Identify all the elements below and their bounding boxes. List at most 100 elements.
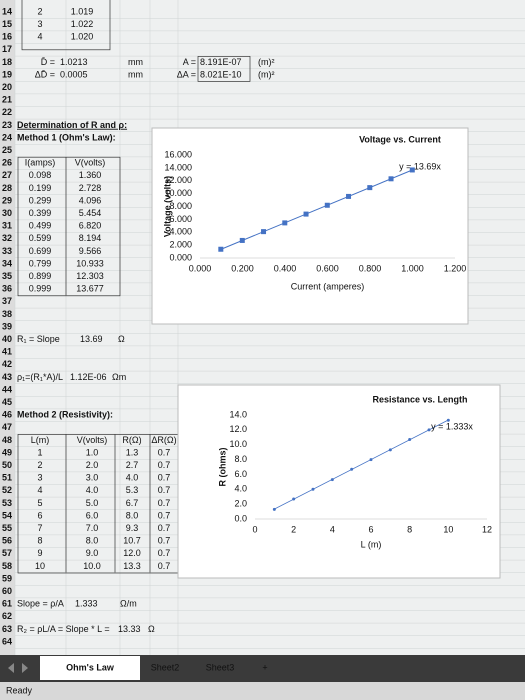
row-number: 47 <box>2 422 12 432</box>
y-tick-label: 6.000 <box>169 214 192 224</box>
row-number: 49 <box>2 447 12 457</box>
cell: 6.7 <box>126 498 139 508</box>
cell: 0.199 <box>29 183 52 193</box>
row-header-column <box>0 0 15 655</box>
row-number: 55 <box>2 523 12 533</box>
sheet-tab: + <box>262 662 267 672</box>
cell: 10 <box>35 561 45 571</box>
x-tick-label: 2 <box>291 524 296 534</box>
cell: (m)² <box>258 57 275 67</box>
cell: 6 <box>37 510 42 520</box>
cell: A = <box>183 57 196 67</box>
cell: 4 <box>37 32 42 42</box>
cell: 4.0 <box>86 485 99 495</box>
cell: 0.899 <box>29 271 52 281</box>
x-tick-label: 12 <box>482 524 492 534</box>
trendline-label: y = 1.333x <box>431 421 473 431</box>
cell: ΔD̄ = <box>35 69 55 79</box>
row-number: 53 <box>2 498 12 508</box>
cell: 0.599 <box>29 233 52 243</box>
cell: Ω <box>148 624 155 634</box>
row-number: 20 <box>2 82 12 92</box>
y-tick-label: 12.000 <box>164 175 192 185</box>
data-point <box>261 229 267 235</box>
row-number: 27 <box>2 170 12 180</box>
y-tick-label: 8.0 <box>234 454 247 464</box>
cell: 13.677 <box>76 284 104 294</box>
column-header: V(volts) <box>77 435 108 445</box>
data-point <box>324 202 330 208</box>
row-number: 56 <box>2 536 12 546</box>
row-number: 31 <box>2 221 12 231</box>
cell: Slope = ρ/A <box>17 599 64 609</box>
x-axis-label: L (m) <box>361 539 382 549</box>
cell: 4.096 <box>79 195 102 205</box>
active-tab[interactable] <box>40 656 140 680</box>
cell: 3 <box>37 19 42 29</box>
cell: 6.820 <box>79 221 102 231</box>
status-bar <box>0 682 525 700</box>
cell: 0.499 <box>29 221 52 231</box>
cell: 0.799 <box>29 258 52 268</box>
row-number: 43 <box>2 372 12 382</box>
column-header: ΔR(Ω) <box>151 435 176 445</box>
x-tick-label: 1.200 <box>444 263 467 273</box>
data-point <box>408 438 412 442</box>
data-point <box>427 428 431 432</box>
trendline <box>220 169 413 250</box>
x-tick-label: 0.000 <box>189 263 212 273</box>
chart-title: Voltage vs. Current <box>359 134 441 144</box>
cell: 1.020 <box>71 32 94 42</box>
cell: 3.0 <box>86 473 99 483</box>
tab-scroll-arrows[interactable] <box>8 663 28 673</box>
x-axis-label: Current (amperes) <box>291 281 365 291</box>
cell: 0.7 <box>158 447 171 457</box>
y-tick-label: 12.0 <box>229 424 247 434</box>
cell-heading: Method 1 (Ohm's Law): <box>17 132 116 142</box>
column-header: L(m) <box>31 435 50 445</box>
y-tick-label: 0.0 <box>234 513 247 523</box>
row-number: 24 <box>2 132 12 142</box>
row-number: 54 <box>2 510 12 520</box>
cell: 1.12E-06 <box>70 372 107 382</box>
sheet-tab: Sheet3 <box>206 662 235 672</box>
row-number: 38 <box>2 309 12 319</box>
cell: 0.7 <box>158 485 171 495</box>
cell: (m)² <box>258 69 275 79</box>
x-tick-label: 10 <box>443 524 453 534</box>
cell: ρ₁=(R₁*A)/L <box>17 372 63 382</box>
row-number: 57 <box>2 548 12 558</box>
row-number: 40 <box>2 334 12 344</box>
cell: 5 <box>37 498 42 508</box>
row-number: 61 <box>2 599 12 609</box>
row-number: 23 <box>2 120 12 130</box>
status-text: Ready <box>6 685 33 695</box>
cell: 5.3 <box>126 485 139 495</box>
cell: 8.191E-07 <box>200 57 242 67</box>
cell: D̄ = <box>41 57 55 67</box>
trendline-label: y = 13.69x <box>399 161 441 171</box>
row-number: 58 <box>2 561 12 571</box>
cell: 1.360 <box>79 170 102 180</box>
y-tick-label: 8.000 <box>169 201 192 211</box>
row-number: 33 <box>2 246 12 256</box>
data-point <box>311 487 315 491</box>
cell: ΔA = <box>177 69 196 79</box>
cell: 0.7 <box>158 473 171 483</box>
cell: 0.7 <box>158 548 171 558</box>
cell: 0.999 <box>29 284 52 294</box>
row-number: 19 <box>2 69 12 79</box>
data-point <box>346 193 352 199</box>
cell: 8.021E-10 <box>200 69 242 79</box>
chart-title: Resistance vs. Length <box>372 394 467 404</box>
y-tick-label: 10.000 <box>164 188 192 198</box>
cell: 12.303 <box>76 271 104 281</box>
x-tick-label: 4 <box>330 524 335 534</box>
row-number: 15 <box>2 19 12 29</box>
row-number: 21 <box>2 95 12 105</box>
x-tick-label: 1.000 <box>401 263 424 273</box>
chart-frame <box>151 127 469 325</box>
data-point <box>350 467 354 471</box>
cell: 2 <box>37 6 42 16</box>
